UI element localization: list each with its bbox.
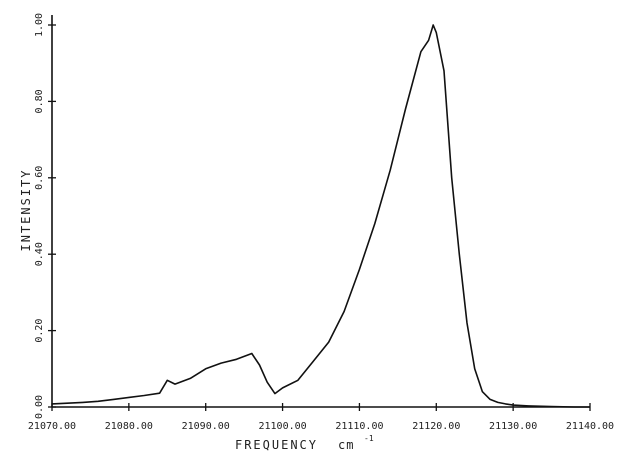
y-tick-label: 0.80 bbox=[34, 89, 45, 113]
x-axis-unit-exponent: -1 bbox=[364, 434, 374, 443]
series-layer bbox=[51, 24, 590, 408]
x-tick-label: 21070.00 bbox=[28, 421, 76, 432]
x-tick-label: 21130.00 bbox=[489, 421, 537, 432]
y-axis-title: INTENSITY bbox=[19, 168, 33, 251]
x-tick-label: 21120.00 bbox=[412, 421, 460, 432]
x-tick-label: 21110.00 bbox=[335, 421, 383, 432]
x-axis-unit: cm bbox=[338, 438, 354, 452]
y-tick-label: 0.00 bbox=[34, 395, 45, 419]
x-tick-label: 21100.00 bbox=[258, 421, 306, 432]
x-tick-label: 21140.00 bbox=[566, 421, 614, 432]
y-tick-label: 0.60 bbox=[34, 166, 45, 190]
series-line bbox=[51, 24, 590, 408]
x-tick-label: 21080.00 bbox=[105, 421, 153, 432]
axes bbox=[51, 15, 590, 408]
x-axis-title: FREQUENCY bbox=[235, 438, 318, 452]
y-ticks: 0.00 0.20 0.40 0.60 0.80 1.00 bbox=[34, 13, 56, 419]
y-tick-label: 0.20 bbox=[34, 319, 45, 343]
y-tick-label: 1.00 bbox=[34, 13, 45, 37]
y-tick-label: 0.40 bbox=[34, 242, 45, 266]
x-ticks: 21070.00 21080.00 21090.00 21100.00 21110.00… bbox=[28, 403, 614, 432]
x-tick-label: 21090.00 bbox=[182, 421, 230, 432]
